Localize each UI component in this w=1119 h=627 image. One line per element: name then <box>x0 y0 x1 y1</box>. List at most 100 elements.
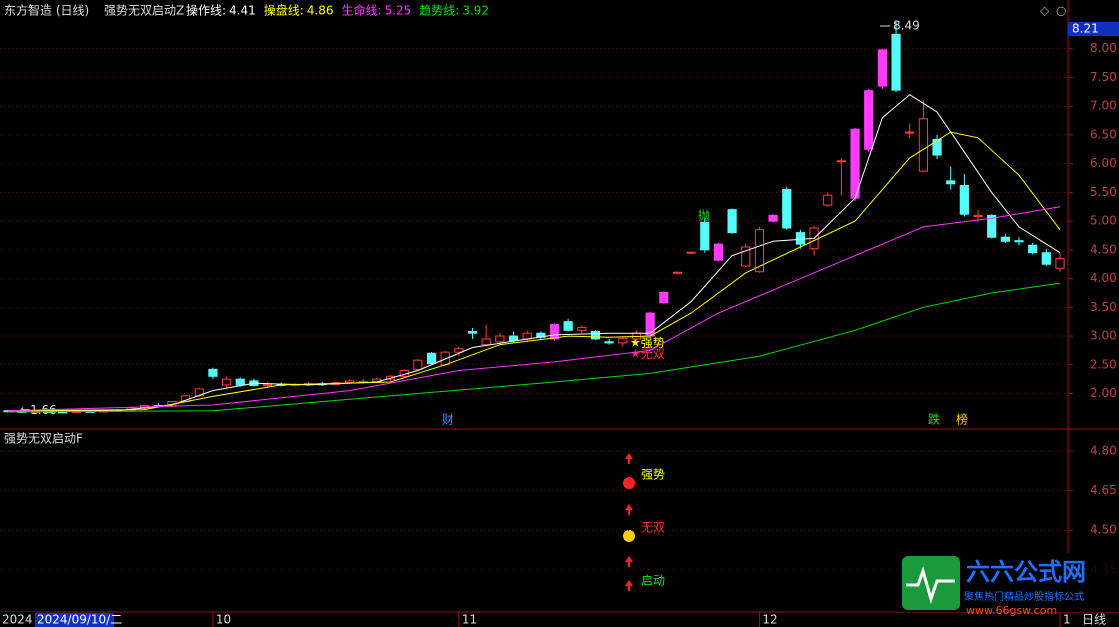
candle-body <box>1055 257 1065 269</box>
legend-name: 生命线: <box>342 3 382 18</box>
candle-body <box>1014 240 1024 243</box>
candle-body <box>549 324 560 340</box>
candle-body <box>563 321 573 331</box>
x-tick-label: 1 <box>1063 613 1071 627</box>
price-box <box>1068 22 1119 36</box>
candle-body <box>741 246 751 267</box>
x-tick-label: 10 <box>216 613 231 627</box>
y-tick-label: 4.80 <box>1090 444 1117 458</box>
candle-body <box>426 352 437 365</box>
y-tick-label: 2.00 <box>1090 386 1117 400</box>
x-tick-label: 12 <box>762 613 777 627</box>
candle-body <box>891 33 901 91</box>
candle-body <box>413 359 423 370</box>
candle-body <box>850 128 860 199</box>
logo-url: www.66gsw.com <box>966 604 1057 617</box>
candle-body <box>918 118 928 172</box>
event-label: 跌 <box>928 412 940 427</box>
x-tick-label: 11 <box>462 613 477 627</box>
candle-body <box>713 243 724 261</box>
candle-body <box>672 271 683 274</box>
y-tick-label: 4.00 <box>1090 271 1117 285</box>
candle-body <box>768 214 778 222</box>
candle-body <box>344 380 355 384</box>
y-tick-label: 3.50 <box>1090 300 1117 314</box>
signal-text: 无双 <box>641 347 665 361</box>
arrow <box>625 556 633 567</box>
candle-body <box>577 326 587 331</box>
y-tick-label: 8.00 <box>1090 41 1117 55</box>
candle-body <box>1000 236 1010 242</box>
candle-body <box>836 160 847 163</box>
y-tick-label: 4.65 <box>1090 483 1117 497</box>
y-tick-label: 3.00 <box>1090 329 1117 343</box>
candle-body <box>959 184 969 215</box>
indicator-line <box>7 282 1061 413</box>
icon: ◇ <box>1040 4 1050 18</box>
signal-label: ★无双 <box>630 347 665 361</box>
lower-label: 无双 <box>641 521 665 535</box>
y-tick-label: 5.00 <box>1090 214 1117 228</box>
legend-name: 操盘线: <box>264 3 304 18</box>
candle-body <box>262 383 273 386</box>
legend-value: 4.41 <box>229 4 256 18</box>
candle-body <box>372 378 382 382</box>
candle-body <box>221 378 232 386</box>
logo-wave <box>906 566 955 605</box>
footer-date-box <box>35 613 114 627</box>
candle-body <box>604 341 614 344</box>
event-label: 财 <box>442 413 454 427</box>
candle-body <box>987 214 997 238</box>
icon <box>623 477 635 489</box>
candle-body <box>467 330 478 334</box>
legend-name: 操作线: <box>186 3 226 18</box>
indicator-line <box>7 131 1061 412</box>
logo-icon <box>902 556 960 610</box>
arrow <box>625 504 633 515</box>
candle-body <box>905 131 915 134</box>
candle-body <box>235 378 245 386</box>
candle-body <box>754 229 765 273</box>
candle-body <box>864 90 874 150</box>
candle-body <box>877 49 887 87</box>
candle-body <box>495 335 505 343</box>
price-box-label: 8.21 <box>1072 22 1099 36</box>
y-tick-label: 2.50 <box>1090 357 1117 371</box>
candle-body <box>973 214 983 218</box>
footer-cell <box>0 612 36 627</box>
candle-body <box>782 189 792 229</box>
candle-body <box>590 330 601 340</box>
candle-body <box>208 368 218 377</box>
indicator-line <box>8 94 1061 412</box>
legend-name: 趋势线: <box>419 4 459 18</box>
y-tick-label: 6.00 <box>1090 156 1117 170</box>
candle-body <box>700 221 710 251</box>
indicator-name: 强势无双启动Z <box>104 4 184 18</box>
candle-body <box>481 338 491 346</box>
stock-name: 东方智造 (日线) <box>4 3 89 18</box>
lower-label: 强势 <box>641 468 665 482</box>
max-label: 8.49 <box>893 19 920 33</box>
candle-body <box>946 180 956 185</box>
lower-label: 启动 <box>641 574 665 588</box>
y-tick-label: 7.50 <box>1090 70 1117 84</box>
arrow <box>625 580 633 591</box>
y-tick-label: 5.50 <box>1090 185 1117 199</box>
period: 日线 <box>1082 613 1106 627</box>
candle-body <box>727 209 737 234</box>
candle-body <box>795 232 806 245</box>
y-tick-label: 7.00 <box>1090 99 1117 113</box>
icon: ○ <box>1056 4 1066 18</box>
candle-body <box>659 291 669 304</box>
candle-body <box>618 337 628 344</box>
candle-body <box>823 194 833 206</box>
legend-value: 3.92 <box>462 4 489 18</box>
lower-title: 强势无双启动F <box>4 432 83 446</box>
footer-year: 2024 <box>2 613 33 627</box>
legend-value: 5.25 <box>385 4 412 18</box>
logo-slogan: 聚焦热门精品炒股指标公式 <box>964 590 1084 603</box>
candle-body <box>508 335 519 342</box>
